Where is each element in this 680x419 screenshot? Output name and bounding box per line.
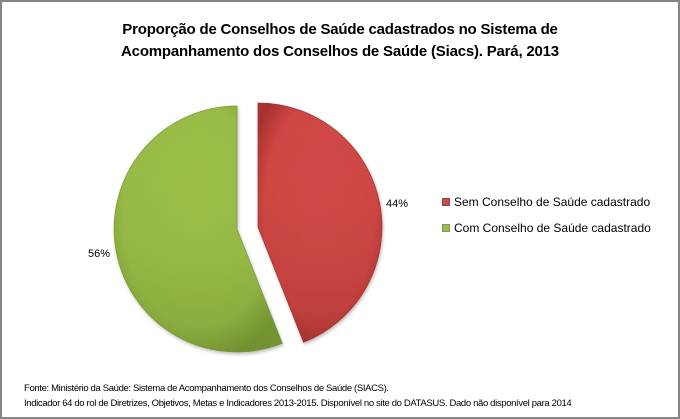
- source-note-line-2: Indicador 64 do rol de Diretrizes, Objet…: [24, 398, 572, 409]
- chart-title-line-1: Proporção de Conselhos de Saúde cadastra…: [122, 21, 558, 38]
- source-note: Fonte: Ministério da Saúde: Sistema de A…: [24, 381, 572, 411]
- pie-slice-sem-conselho: [257, 102, 383, 343]
- legend: Sem Conselho de Saúde cadastrado Com Con…: [442, 194, 651, 246]
- data-label-com-conselho: 56%: [88, 248, 111, 260]
- source-note-line-1: Fonte: Ministério da Saúde: Sistema de A…: [24, 383, 389, 394]
- legend-item-com-conselho: Com Conselho de Saúde cadastrado: [442, 220, 651, 236]
- chart-title-line-2: Acompanhamento dos Conselhos de Saúde (S…: [121, 43, 559, 60]
- legend-label: Sem Conselho de Saúde cadastrado: [454, 195, 651, 209]
- pie-slice-com-conselho: [113, 105, 283, 353]
- data-label-sem-conselho: 44%: [386, 198, 409, 210]
- legend-swatch-red-icon: [442, 198, 450, 206]
- legend-item-sem-conselho: Sem Conselho de Saúde cadastrado: [442, 194, 651, 210]
- legend-label: Com Conselho de Saúde cadastrado: [454, 221, 651, 235]
- legend-swatch-green-icon: [442, 224, 450, 232]
- chart-title: Proporção de Conselhos de Saúde cadastra…: [2, 19, 678, 63]
